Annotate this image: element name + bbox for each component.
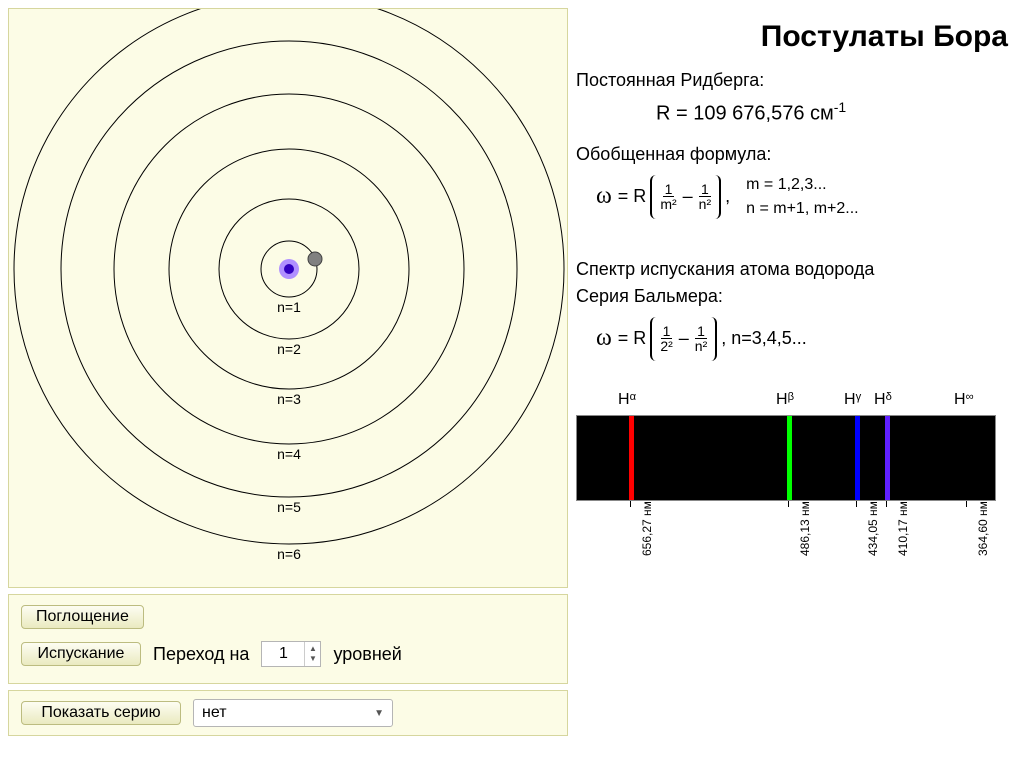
orbit-level-label: n=2	[277, 341, 301, 357]
emission-button[interactable]: Испускание	[21, 642, 141, 666]
orbit-level-label: n=3	[277, 391, 301, 407]
stepper-down[interactable]: ▼	[305, 654, 320, 664]
chevron-down-icon: ▼	[374, 708, 384, 719]
absorption-button[interactable]: Поглощение	[21, 605, 144, 629]
spectrum-wavelength-label: 364,60 нм	[976, 501, 990, 556]
series-panel: Показать серию нет ▼	[8, 690, 568, 736]
transition-label-post: уровней	[333, 644, 401, 665]
spectrum-line-label: Hα	[618, 391, 630, 409]
series-selected-value: нет	[202, 704, 227, 722]
series-select[interactable]: нет ▼	[193, 699, 393, 727]
stepper-up[interactable]: ▲	[305, 644, 320, 654]
rydberg-label: Постоянная Ридберга:	[576, 70, 1014, 91]
levels-stepper[interactable]: ▲ ▼	[261, 641, 321, 667]
spectrum-line	[629, 416, 634, 500]
orbit-level-label: n=4	[277, 446, 301, 462]
page-title: Постулаты Бора	[761, 20, 1008, 54]
spectrum-bottom-labels: 656,27 нм 486,13 нм 434,05 нм 410,17 нм 364,…	[576, 501, 996, 591]
spectrum-line	[855, 416, 860, 500]
spectrum-wavelength-label: 410,17 нм	[896, 501, 910, 556]
spectrum-wavelength-label: 486,13 нм	[798, 501, 812, 556]
balmer-formula: ω = R 1 2² – 1 n² , n=3,4,5...	[596, 317, 1014, 361]
orbit-level-label: n=1	[277, 299, 301, 315]
spectrum-heading: Спектр испускания атома водорода	[576, 259, 1014, 280]
levels-input[interactable]	[262, 642, 304, 666]
spectrum-line-label: Hδ	[874, 391, 886, 409]
spectrum-wavelength-label: 434,05 нм	[866, 501, 880, 556]
balmer-heading: Серия Бальмера:	[576, 286, 1014, 307]
spectrum-top-labels: Hα Hβ Hγ Hδ H∞	[576, 391, 996, 415]
general-formula: ω = R 1 m² – 1 n² , m = 1,2,3... n = m+1…	[596, 175, 1014, 219]
spectrum-line-label: Hγ	[844, 391, 856, 409]
transition-label-pre: Переход на	[153, 644, 249, 665]
spectrum-line-label: Hβ	[776, 391, 788, 409]
general-formula-label: Обобщенная формула:	[576, 144, 1014, 165]
show-series-button[interactable]: Показать серию	[21, 701, 181, 725]
bohr-orbit-diagram: n=1 n=2 n=3 n=4 n=5 n=6	[8, 8, 568, 588]
controls-panel: Поглощение Испускание Переход на ▲ ▼ уро…	[8, 594, 568, 684]
spectrum-wavelength-label: 656,27 нм	[640, 501, 654, 556]
spectrum-line	[787, 416, 792, 500]
spectrum-line-label: H∞	[954, 391, 966, 409]
spectrum-diagram	[576, 415, 996, 501]
spectrum-line	[885, 416, 890, 500]
orbit-level-label: n=5	[277, 499, 301, 515]
orbit-level-label: n=6	[277, 546, 301, 562]
rydberg-formula: R = 109 676,576 см-1	[656, 99, 1014, 126]
